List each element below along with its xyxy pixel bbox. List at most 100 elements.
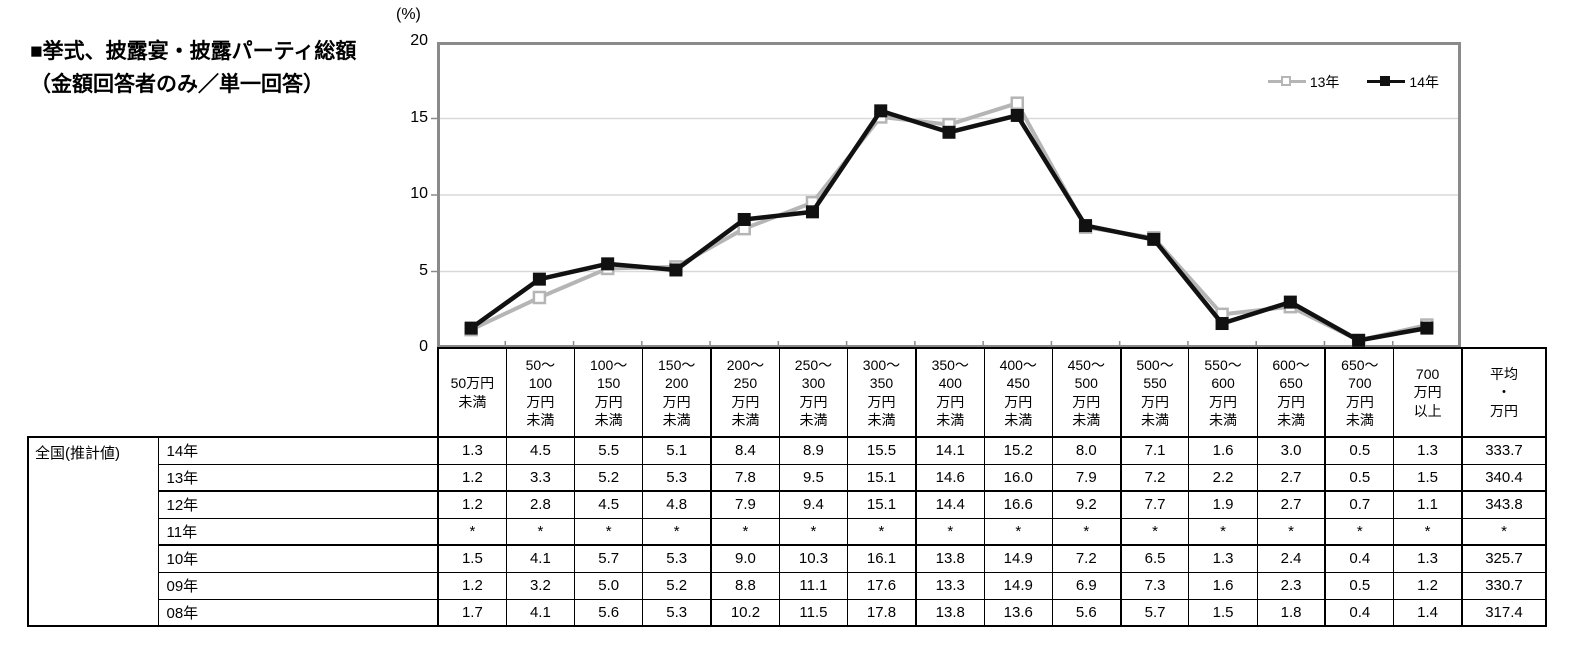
value-cell: 17.8 xyxy=(847,598,917,627)
value-cell: * xyxy=(914,517,985,546)
column-header-cell: 500〜 550 万円 未満 xyxy=(1119,347,1190,438)
value-cell: 9.4 xyxy=(778,490,849,519)
value-cell: 7.7 xyxy=(1119,490,1190,519)
chart-legend: 13年 14年 xyxy=(1267,72,1439,92)
value-cell: 11.5 xyxy=(778,598,849,627)
value-cell: 1.3 xyxy=(1188,544,1258,573)
average-cell: 330.7 xyxy=(1460,571,1547,600)
series-marker-1 xyxy=(942,125,956,139)
chart-title: ■挙式、披露宴・披露パーティ総額 （金額回答者のみ／単一回答） xyxy=(30,36,356,101)
value-cell: 1.5 xyxy=(1393,463,1463,492)
value-cell: * xyxy=(847,517,917,546)
value-cell: 2.4 xyxy=(1256,544,1326,573)
value-cell: 8.4 xyxy=(710,436,780,465)
series-marker-1 xyxy=(737,212,751,226)
value-cell: 5.7 xyxy=(1119,598,1190,627)
series-marker-1 xyxy=(1079,219,1093,233)
y-axis-tick-label: 5 xyxy=(419,261,428,279)
column-header-cell: 200〜 250 万円 未満 xyxy=(710,347,780,438)
table-row: 全国(推計値) 14年 1.3 4.5 5.5 5.1 8.4 8.9 15.5 14.1 15.2… xyxy=(27,436,1547,627)
value-cell: 5.0 xyxy=(574,571,644,600)
value-cell: 14.4 xyxy=(914,490,985,519)
value-cell: 2.8 xyxy=(505,490,576,519)
value-cell: 1.2 xyxy=(436,490,507,519)
value-cell: 0.4 xyxy=(1324,544,1395,573)
y-axis-tick-label: 15 xyxy=(410,108,428,126)
value-cell: 1.8 xyxy=(1256,598,1326,627)
row-label-cell: 09年 xyxy=(157,571,439,600)
column-header-cell: 150〜 200 万円 未満 xyxy=(642,347,712,438)
value-cell: 14.9 xyxy=(983,571,1053,600)
value-cell: 5.3 xyxy=(642,598,712,627)
chart-title-line1: ■挙式、披露宴・披露パーティ総額 xyxy=(30,40,357,63)
value-cell: 6.5 xyxy=(1119,544,1190,573)
value-cell: 7.3 xyxy=(1119,571,1190,600)
series-marker-1 xyxy=(1420,321,1434,335)
legend-label: 13年 xyxy=(1309,74,1340,90)
series-line-1 xyxy=(469,108,1428,343)
value-cell: 0.5 xyxy=(1324,436,1395,465)
row-label-cell: 10年 xyxy=(157,544,439,573)
average-cell: 340.4 xyxy=(1460,463,1547,492)
series-marker-1 xyxy=(874,104,888,118)
value-cell: 5.3 xyxy=(642,544,712,573)
y-axis-tick-label: 10 xyxy=(410,185,428,202)
value-cell: 8.0 xyxy=(1051,436,1122,465)
value-cell: 2.7 xyxy=(1256,490,1326,519)
value-cell: 10.3 xyxy=(778,544,849,573)
value-cell: 14.1 xyxy=(914,436,985,465)
value-cell: 13.8 xyxy=(914,544,985,573)
value-cell: * xyxy=(642,517,712,546)
series-marker-1 xyxy=(1215,317,1229,331)
value-cell: * xyxy=(1051,517,1122,546)
series-marker-1 xyxy=(669,263,683,277)
series-marker-1 xyxy=(1352,333,1366,347)
value-cell: 9.5 xyxy=(778,463,849,492)
table-row: 10年 1.5 4.1 5.7 5.3 9.0 10.3 16.1 13.8 14.9 7.2 6.5… xyxy=(28,544,1547,573)
legend-marker-icon xyxy=(1367,75,1406,89)
column-header-cell: 600〜 650 万円 未満 xyxy=(1256,347,1326,438)
column-header-cell: 550〜 600 万円 未満 xyxy=(1188,347,1258,438)
column-header-cell: 650〜 700 万円 未満 xyxy=(1324,347,1395,438)
value-cell: 5.7 xyxy=(574,544,644,573)
value-cell: 1.3 xyxy=(436,436,507,465)
average-cell: * xyxy=(1460,517,1547,546)
value-cell: 6.9 xyxy=(1051,571,1122,600)
value-cell: 15.5 xyxy=(847,436,917,465)
value-cell: 0.4 xyxy=(1324,598,1395,627)
value-cell: 5.6 xyxy=(1051,598,1122,627)
column-header-cell: 50〜 100 万円 未満 xyxy=(505,347,576,438)
value-cell: 0.7 xyxy=(1324,490,1395,519)
column-header-cell: 700 万円 以上 xyxy=(1393,347,1463,438)
table-row: 08年 1.7 4.1 5.6 5.3 10.2 11.5 17.8 13.8 13.6 5.6 5.… xyxy=(28,598,1547,627)
average-cell: 333.7 xyxy=(1460,436,1547,465)
value-cell: 17.6 xyxy=(847,571,917,600)
table-corner-spacer xyxy=(28,348,438,437)
value-cell: * xyxy=(1119,517,1190,546)
value-cell: 14.9 xyxy=(983,544,1053,573)
column-header-cell: 400〜 450 万円 未満 xyxy=(983,347,1053,438)
column-header-cell: 250〜 300 万円 未満 xyxy=(778,347,849,438)
value-cell: 10.2 xyxy=(710,598,780,627)
value-cell: 5.6 xyxy=(574,598,644,627)
series-marker-1 xyxy=(532,272,546,286)
value-cell: 13.8 xyxy=(914,598,985,627)
value-cell: 1.9 xyxy=(1188,490,1258,519)
value-cell: 1.2 xyxy=(436,463,507,492)
value-cell: 14.6 xyxy=(914,463,985,492)
value-cell: * xyxy=(505,517,576,546)
value-cell: 4.1 xyxy=(505,598,576,627)
value-cell: 2.2 xyxy=(1188,463,1258,492)
table-row: 12年 1.2 2.8 4.5 4.8 7.9 9.4 15.1 14.4 16.6 9.2 7.7 1… xyxy=(28,490,1547,519)
value-cell: 5.5 xyxy=(574,436,644,465)
chart-title-line2: （金額回答者のみ／単一回答） xyxy=(30,72,324,96)
value-cell: 3.3 xyxy=(505,463,576,492)
column-header-cell: 100〜 150 万円 未満 xyxy=(574,347,644,438)
table-row: 11年 * * * * * * * * * * * * * * * * xyxy=(28,517,1547,546)
column-header-cell: 350〜 400 万円 未満 xyxy=(914,347,985,438)
y-axis-unit-label: (%) xyxy=(396,6,421,23)
value-cell: 9.2 xyxy=(1051,490,1122,519)
legend-marker-icon xyxy=(1267,75,1306,89)
column-header-cell: 300〜 350 万円 未満 xyxy=(847,347,917,438)
